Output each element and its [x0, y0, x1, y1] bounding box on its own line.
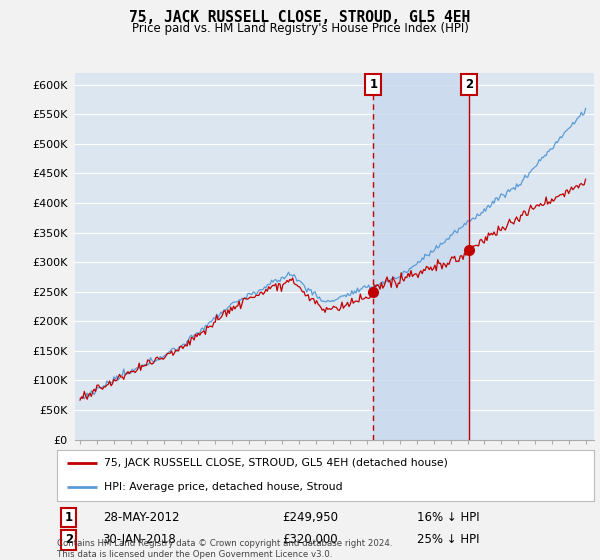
- Text: 28-MAY-2012: 28-MAY-2012: [103, 511, 179, 524]
- Text: 75, JACK RUSSELL CLOSE, STROUD, GL5 4EH (detached house): 75, JACK RUSSELL CLOSE, STROUD, GL5 4EH …: [104, 458, 448, 468]
- Text: 1: 1: [369, 78, 377, 91]
- Text: Price paid vs. HM Land Registry's House Price Index (HPI): Price paid vs. HM Land Registry's House …: [131, 22, 469, 35]
- Bar: [373, 73, 469, 440]
- Text: £249,950: £249,950: [283, 511, 338, 524]
- Text: HPI: Average price, detached house, Stroud: HPI: Average price, detached house, Stro…: [104, 482, 343, 492]
- Text: 75, JACK RUSSELL CLOSE, STROUD, GL5 4EH: 75, JACK RUSSELL CLOSE, STROUD, GL5 4EH: [130, 10, 470, 25]
- Text: 2: 2: [465, 78, 473, 91]
- Text: 2: 2: [65, 534, 73, 547]
- Text: 25% ↓ HPI: 25% ↓ HPI: [417, 534, 479, 547]
- Text: 1: 1: [65, 511, 73, 524]
- Text: 30-JAN-2018: 30-JAN-2018: [103, 534, 176, 547]
- Text: 16% ↓ HPI: 16% ↓ HPI: [417, 511, 479, 524]
- Text: £320,000: £320,000: [283, 534, 338, 547]
- Text: Contains HM Land Registry data © Crown copyright and database right 2024.
This d: Contains HM Land Registry data © Crown c…: [57, 539, 392, 559]
